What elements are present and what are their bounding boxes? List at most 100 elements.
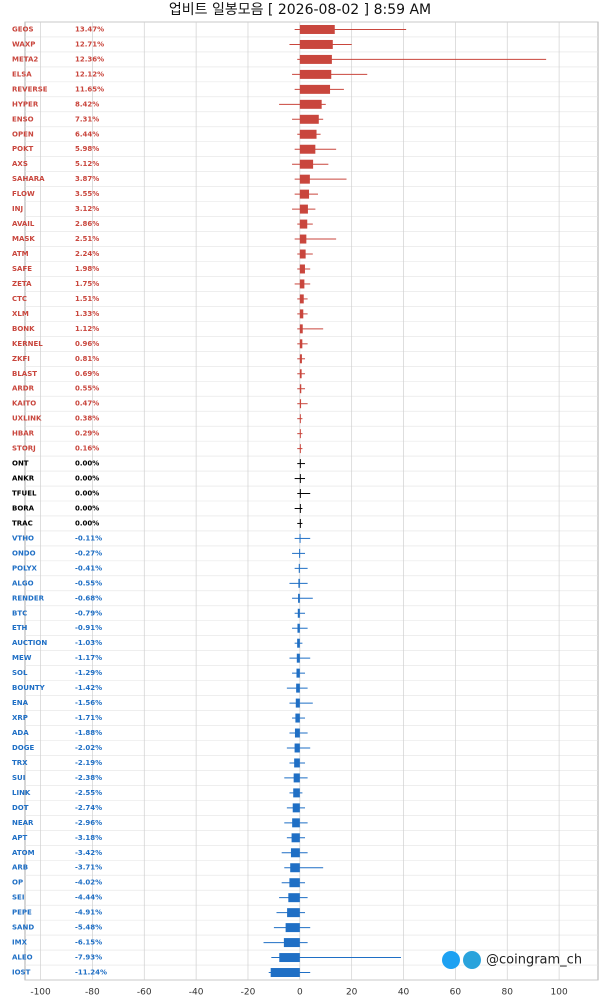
bar	[290, 863, 300, 873]
bar	[298, 578, 300, 588]
bar	[299, 144, 316, 154]
coin-name: XRP	[12, 714, 28, 722]
x-tick-label: -100	[30, 988, 51, 998]
change-label: -4.91%	[75, 909, 102, 917]
coin-name: VTHO	[12, 534, 34, 542]
coin-name: ARDR	[12, 385, 35, 393]
coin-name: ADA	[12, 729, 29, 737]
change-label: 3.55%	[75, 190, 99, 198]
coin-name: SUI	[12, 774, 25, 782]
bar	[296, 668, 300, 678]
bar	[299, 444, 301, 454]
bar	[299, 474, 301, 484]
change-label: -2.02%	[75, 744, 102, 752]
change-label: 2.24%	[75, 250, 99, 258]
bar	[296, 683, 300, 693]
coin-name: CTC	[12, 295, 27, 303]
bar	[297, 623, 300, 633]
coin-name: SAFE	[12, 265, 32, 273]
change-label: -1.17%	[75, 654, 102, 662]
change-label: -3.18%	[75, 834, 102, 842]
change-label: 0.00%	[75, 475, 99, 483]
bar	[299, 503, 301, 513]
x-tick-label: 80	[502, 988, 514, 998]
change-label: 0.81%	[75, 355, 99, 363]
x-tick-label: 0	[297, 988, 303, 998]
coin-name: APT	[12, 834, 28, 842]
change-label: 7.31%	[75, 115, 99, 123]
bar	[299, 294, 304, 304]
coin-name: RENDER	[12, 594, 45, 602]
coin-name: ATM	[12, 250, 29, 258]
change-label: 0.47%	[75, 400, 99, 408]
bar	[297, 638, 300, 648]
change-label: -1.42%	[75, 684, 102, 692]
change-label: -1.03%	[75, 639, 102, 647]
bar	[296, 653, 300, 663]
bar	[288, 893, 300, 903]
coin-name: BOUNTY	[12, 684, 46, 692]
change-label: 2.86%	[75, 220, 99, 228]
change-label: 3.87%	[75, 175, 99, 183]
coin-name: INJ	[12, 205, 23, 213]
change-label: -1.88%	[75, 729, 102, 737]
coin-name: ONT	[12, 460, 29, 468]
x-tick-label: -60	[137, 988, 152, 998]
change-label: 1.75%	[75, 280, 99, 288]
coin-name: POLYX	[12, 564, 38, 572]
coin-name: UXLINK	[12, 415, 42, 423]
bar	[299, 279, 305, 289]
change-label: -7.93%	[75, 954, 102, 962]
coin-name: AVAIL	[12, 220, 35, 228]
change-label: 0.55%	[75, 385, 99, 393]
bar	[299, 548, 301, 558]
coin-name: BTC	[12, 609, 27, 617]
coin-name: AXS	[12, 160, 28, 168]
bar	[299, 354, 302, 364]
change-label: 0.69%	[75, 370, 99, 378]
bar	[299, 369, 302, 379]
change-label: -4.02%	[75, 879, 102, 887]
bar	[279, 953, 300, 963]
change-label: -2.19%	[75, 759, 102, 767]
coin-name: OP	[12, 879, 23, 887]
bar	[299, 84, 331, 94]
coin-name: BONK	[12, 325, 35, 333]
bar	[287, 908, 300, 918]
change-label: -5.48%	[75, 924, 102, 932]
change-label: 0.00%	[75, 519, 99, 527]
bar	[299, 39, 333, 49]
coin-name: ALEO	[12, 954, 33, 962]
telegram-icon	[463, 951, 481, 969]
coin-name: DOGE	[12, 744, 35, 752]
change-label: 0.00%	[75, 460, 99, 468]
coin-name: SOL	[12, 669, 28, 677]
coin-name: ELSA	[12, 70, 32, 78]
change-label: -0.41%	[75, 564, 102, 572]
change-label: -3.42%	[75, 849, 102, 857]
change-label: 0.00%	[75, 490, 99, 498]
bar	[294, 728, 300, 738]
change-label: 1.12%	[75, 325, 99, 333]
bar	[299, 189, 310, 199]
change-label: 0.00%	[75, 504, 99, 512]
coin-name: IMX	[12, 939, 28, 947]
bar	[295, 698, 300, 708]
bar	[298, 563, 300, 573]
change-label: -6.15%	[75, 939, 102, 947]
x-tick-label: -20	[241, 988, 256, 998]
change-label: 11.65%	[75, 85, 104, 93]
change-label: 5.98%	[75, 145, 99, 153]
change-label: -2.55%	[75, 789, 102, 797]
bar	[293, 773, 300, 783]
watermark-text: @coingram_ch	[486, 953, 582, 968]
chart-title: 업비트 일봉모음 [ 2026-08-02 ] 8:59 AM	[169, 2, 431, 18]
coin-name: OPEN	[12, 130, 34, 138]
change-label: -2.96%	[75, 819, 102, 827]
change-label: -2.38%	[75, 774, 102, 782]
x-tick-label: 20	[346, 988, 358, 998]
bar	[290, 848, 300, 858]
bar	[299, 174, 310, 184]
bar	[299, 24, 335, 34]
bar	[289, 878, 300, 888]
